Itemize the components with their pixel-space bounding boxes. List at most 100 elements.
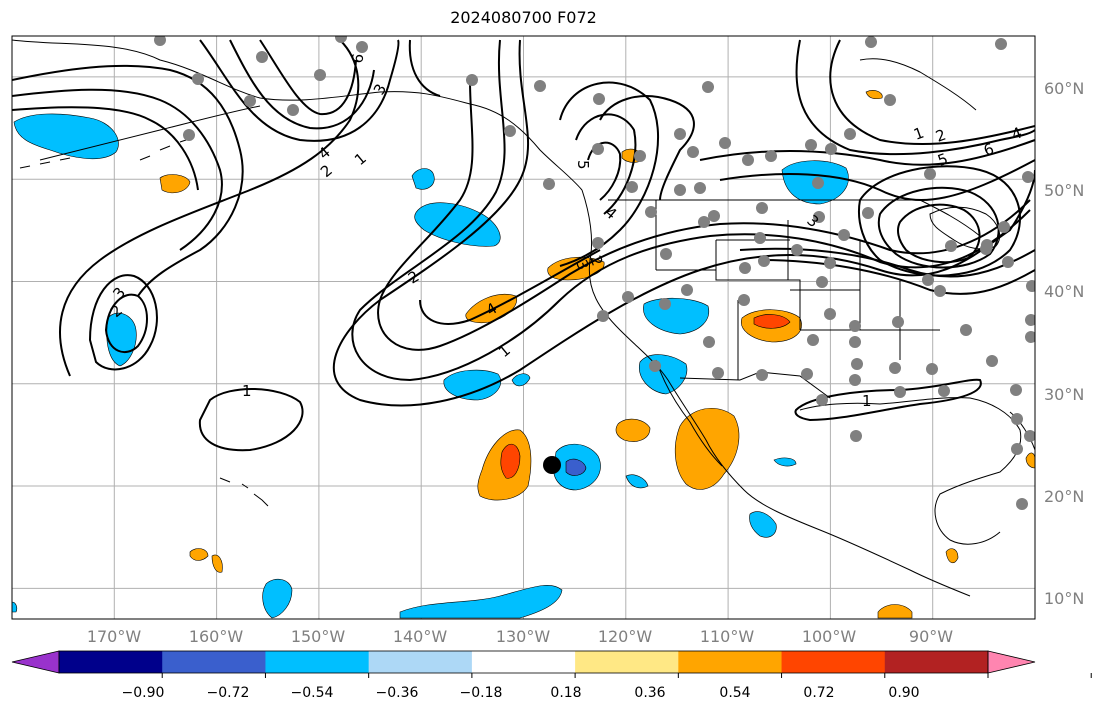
negative-anomaly-dateline bbox=[106, 312, 137, 367]
station-marker bbox=[335, 36, 347, 43]
station-marker bbox=[1022, 171, 1034, 183]
station-marker bbox=[805, 139, 817, 151]
station-marker bbox=[1011, 443, 1023, 455]
colorbar-extend-low bbox=[11, 650, 60, 674]
lon-tick-label: 140°W bbox=[393, 627, 448, 646]
contour-east-2b bbox=[759, 259, 1035, 295]
station-marker bbox=[1002, 256, 1014, 268]
station-marker bbox=[698, 216, 710, 228]
negative-anomaly-pacific-1 bbox=[414, 202, 501, 247]
contour-upper-3 bbox=[259, 39, 357, 116]
lat-tick-label: 10°N bbox=[1044, 589, 1084, 608]
station-marker bbox=[674, 184, 686, 196]
state-lines-2 bbox=[656, 239, 940, 331]
station-marker bbox=[244, 95, 256, 107]
contour-label: 1 bbox=[242, 382, 252, 400]
negative-anomaly-storm-core bbox=[565, 458, 587, 476]
storm-center-marker bbox=[543, 456, 561, 474]
contour-lines bbox=[12, 39, 1035, 452]
station-marker bbox=[356, 41, 368, 53]
station-marker bbox=[1026, 280, 1035, 292]
colorbar-tick-label: −0.18 bbox=[460, 685, 503, 701]
positive-anomaly-subtropical-core bbox=[500, 443, 521, 479]
station-marker bbox=[884, 94, 896, 106]
lon-tick-label: 120°W bbox=[598, 627, 653, 646]
lat-tick-label: 30°N bbox=[1044, 385, 1084, 404]
contour-1-main bbox=[332, 39, 1035, 407]
station-marker bbox=[945, 240, 957, 252]
station-marker bbox=[816, 276, 828, 288]
lat-tick-label: 60°N bbox=[1044, 79, 1084, 98]
negative-anomaly-subtropical-1 bbox=[443, 369, 502, 401]
station-marker bbox=[807, 334, 819, 346]
station-marker bbox=[634, 150, 646, 162]
contour-closed-dateline bbox=[88, 274, 158, 371]
station-marker bbox=[995, 38, 1007, 50]
station-marker bbox=[894, 386, 906, 398]
negative-anomaly-south-5 bbox=[773, 457, 797, 467]
contour-label: 1 bbox=[862, 392, 872, 410]
colorbar bbox=[11, 650, 1092, 678]
lon-tick-label: 90°W bbox=[909, 627, 953, 646]
station-marker bbox=[756, 369, 768, 381]
station-marker bbox=[154, 36, 166, 46]
negative-anomaly-south-4 bbox=[625, 474, 649, 489]
colorbar-tick-label: −0.54 bbox=[291, 685, 334, 701]
lat-tick-label: 20°N bbox=[1044, 487, 1084, 506]
station-marker bbox=[824, 308, 836, 320]
contour-mid-1 bbox=[599, 95, 695, 201]
station-marker bbox=[981, 239, 993, 251]
contour-upper-2 bbox=[229, 39, 375, 130]
colorbar-segment bbox=[265, 651, 370, 673]
contour-closed-west bbox=[198, 387, 304, 452]
lon-tick-label: 150°W bbox=[291, 627, 346, 646]
station-marker bbox=[1016, 498, 1028, 510]
coastline-baja bbox=[655, 359, 723, 467]
positive-anomaly-hudson bbox=[865, 90, 883, 100]
positive-anomaly-yucatan bbox=[1025, 452, 1035, 469]
station-marker bbox=[1025, 314, 1035, 326]
contour-loop-1 bbox=[59, 39, 360, 377]
negative-anomaly-edge bbox=[12, 601, 18, 613]
station-marker bbox=[850, 430, 862, 442]
colorbar-segment bbox=[781, 651, 886, 673]
lon-tick-label: 160°W bbox=[189, 627, 244, 646]
station-marker bbox=[626, 181, 638, 193]
longitude-labels: 170°W 160°W 150°W 140°W 130°W 120°W 110°… bbox=[87, 627, 953, 646]
station-marker bbox=[844, 128, 856, 140]
colorbar-tick-label: 0.90 bbox=[888, 685, 919, 701]
station-marker bbox=[998, 221, 1010, 233]
colorbar-segment bbox=[368, 651, 473, 673]
aleutian-islands bbox=[19, 137, 193, 169]
contour-gulf bbox=[794, 378, 982, 422]
negative-anomaly-pacific-2 bbox=[411, 168, 435, 190]
station-marker bbox=[758, 255, 770, 267]
station-marker bbox=[466, 74, 478, 86]
station-marker bbox=[742, 154, 754, 166]
station-marker bbox=[960, 324, 972, 336]
station-marker bbox=[703, 336, 715, 348]
hawaii bbox=[219, 477, 269, 507]
station-marker bbox=[926, 363, 938, 375]
contour-east-2 bbox=[829, 39, 1035, 146]
station-marker bbox=[702, 81, 714, 93]
station-marker bbox=[791, 244, 803, 256]
map-frame bbox=[11, 35, 1036, 620]
negative-anomaly-pacific-south bbox=[399, 585, 563, 619]
station-marker bbox=[824, 257, 836, 269]
contour-loop-3 bbox=[12, 88, 223, 251]
latitude-labels: 60°N 50°N 40°N 30°N 20°N 10°N bbox=[1044, 79, 1084, 608]
colorbar-tick-label: −0.90 bbox=[122, 685, 165, 701]
coastline-florida bbox=[1009, 411, 1035, 451]
station-marker bbox=[849, 320, 861, 332]
station-marker bbox=[754, 232, 766, 244]
state-lines-1 bbox=[655, 200, 901, 380]
station-marker bbox=[851, 358, 863, 370]
colorbar-tick-label: 0.18 bbox=[550, 685, 581, 701]
colorbar-tick-label: 0.72 bbox=[803, 685, 834, 701]
contour-4 bbox=[419, 249, 601, 325]
station-marker bbox=[681, 284, 693, 296]
station-marker bbox=[287, 104, 299, 116]
coastline-aleutians bbox=[39, 105, 261, 161]
